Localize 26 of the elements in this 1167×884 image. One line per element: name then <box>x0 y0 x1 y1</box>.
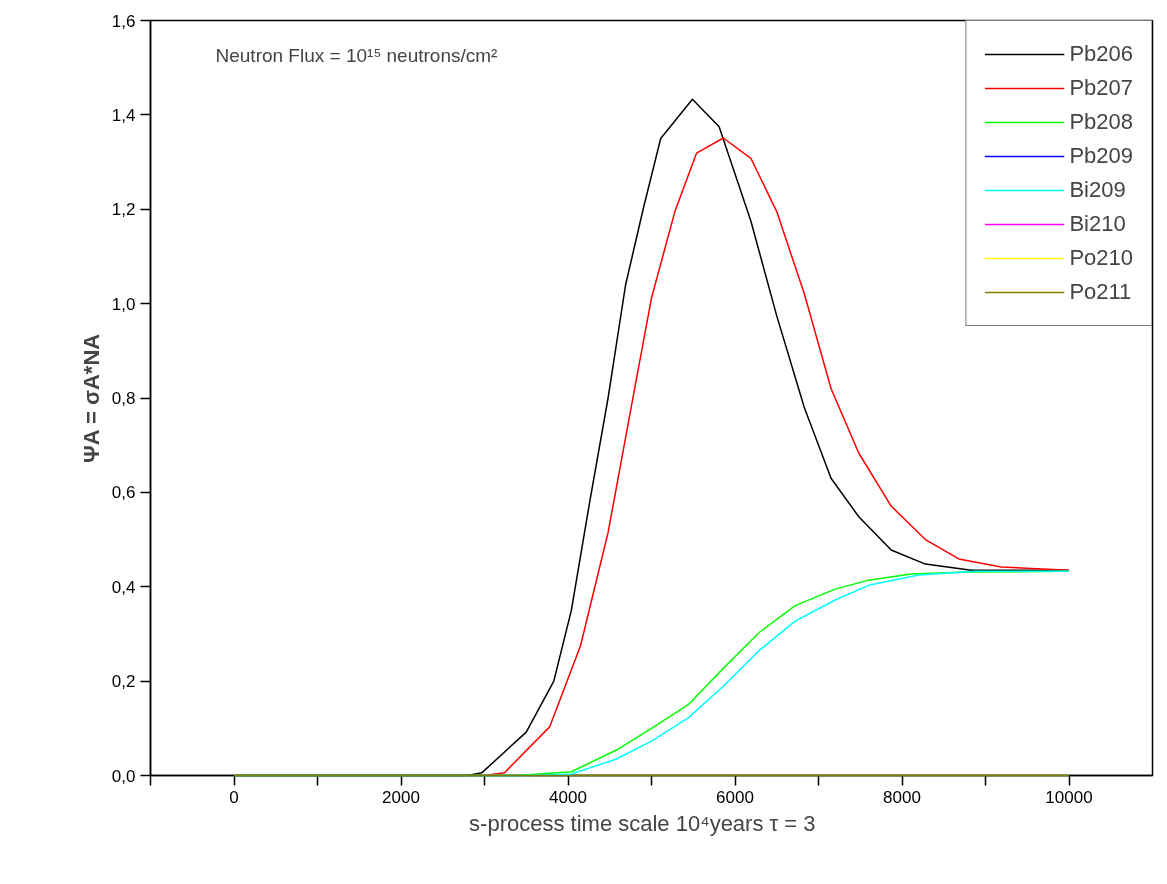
y-tick-label: 1,0 <box>111 294 136 314</box>
legend-label: Pb206 <box>1069 40 1133 68</box>
legend-label: Pb208 <box>1069 108 1133 136</box>
legend-label: Pb209 <box>1069 142 1133 170</box>
y-tick-label: 0,8 <box>111 389 136 408</box>
legend-label: Pb207 <box>1069 74 1133 102</box>
y-tick-label: 0,0 <box>111 766 136 786</box>
x-tick-label: 2000 <box>382 787 420 807</box>
y-tick-label: 1,4 <box>111 105 136 125</box>
y-tick-label: 0,4 <box>111 577 136 597</box>
legend-label: Po211 <box>1069 278 1132 306</box>
y-tick-label: 0,6 <box>111 483 136 503</box>
legend-label: Bi210 <box>1069 210 1126 238</box>
x-tick-label: 6000 <box>716 787 754 807</box>
text: Neutron Flux = 10¹⁵ neutrons/cm² <box>215 44 498 66</box>
y-axis-title: ΨA = σA*NA <box>78 333 104 464</box>
y-tick-label: 1,2 <box>111 200 136 220</box>
x-tick-label: 4000 <box>549 787 587 807</box>
x-tick-label: 10000 <box>1045 787 1093 807</box>
y-tick-label: 1,6 <box>111 11 136 31</box>
x-tick-label: 8000 <box>883 787 921 807</box>
x-axis-title: s-process time scale 10⁴years τ = 3 <box>469 810 816 836</box>
x-tick-label: 0 <box>229 787 239 807</box>
legend-label: Bi209 <box>1069 176 1126 204</box>
legend-label: Po210 <box>1069 244 1133 272</box>
y-tick-label: 0,2 <box>111 672 136 692</box>
